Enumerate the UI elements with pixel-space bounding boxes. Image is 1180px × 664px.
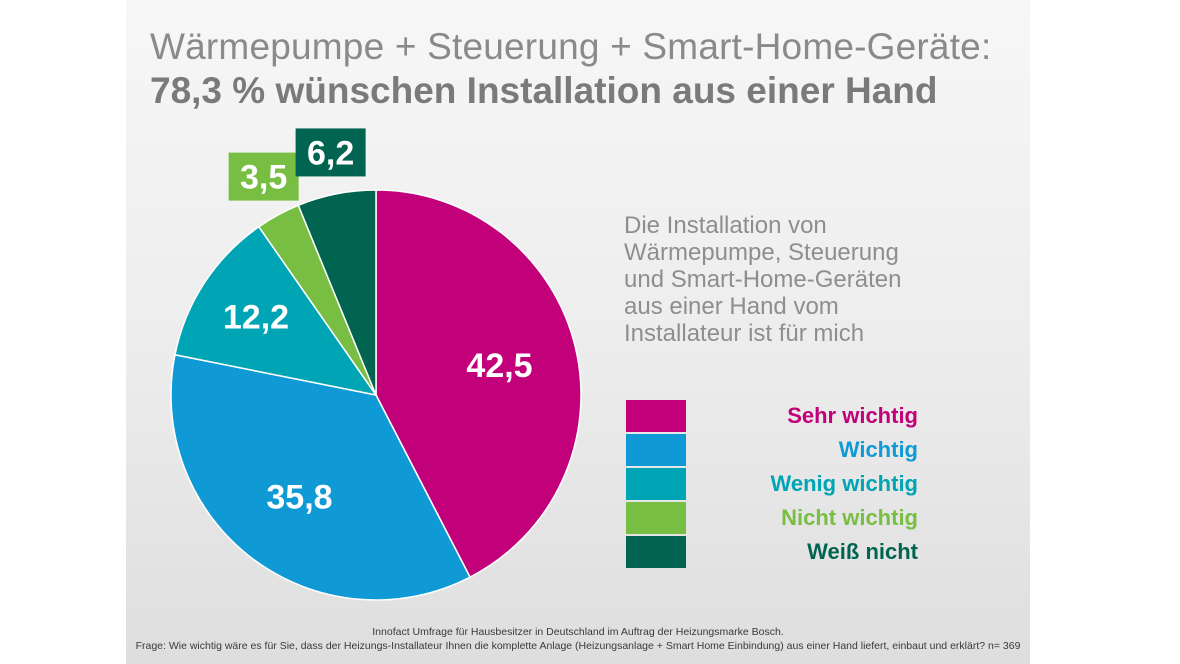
footer-question: Frage: Wie wichtig wäre es für Sie, dass… xyxy=(135,640,1021,652)
title-line-2: 78,3 % wünschen Installation aus einer H… xyxy=(150,70,938,111)
legend-swatch xyxy=(626,434,686,466)
slice-label-sehr-wichtig: 42,5 xyxy=(466,347,532,385)
legend-item-wenig-wichtig: Wenig wichtig xyxy=(626,468,918,500)
slide: Wärmepumpe + Steuerung + Smart-Home-Gerä… xyxy=(126,0,1030,664)
legend-label: Nicht wichtig xyxy=(781,505,918,530)
pie-slice-wichtig xyxy=(170,353,472,601)
legend-label: Sehr wichtig xyxy=(787,403,918,428)
legend-item-weiss-nicht: Weiß nicht xyxy=(626,536,918,568)
slice-label-nicht-wichtig: 3,5 xyxy=(240,159,287,197)
slice-label-wenig-wichtig: 12,2 xyxy=(223,298,289,336)
legend-label: Weiß nicht xyxy=(807,539,918,564)
legend-swatch xyxy=(626,536,686,568)
legend-swatch xyxy=(626,468,686,500)
legend-item-sehr-wichtig: Sehr wichtig xyxy=(626,400,918,432)
legend-item-nicht-wichtig: Nicht wichtig xyxy=(626,502,918,534)
pie-slice-weiss-nicht xyxy=(297,189,377,396)
pie-chart: 42,5 35,8 12,2 3,5 6,2 xyxy=(170,128,582,601)
title-line-1: Wärmepumpe + Steuerung + Smart-Home-Gerä… xyxy=(150,26,992,67)
chart-description: Die Installation von Wärmepumpe, Steueru… xyxy=(624,212,902,347)
slice-label-weiss-nicht: 6,2 xyxy=(307,134,354,172)
slice-callout-box xyxy=(295,128,366,177)
pie-slice-wenig-wichtig xyxy=(174,225,378,397)
legend-label: Wenig wichtig xyxy=(770,471,918,496)
footer: Innofact Umfrage für Hausbesitzer in Deu… xyxy=(126,625,1030,653)
legend-swatch xyxy=(626,502,686,534)
legend-label: Wichtig xyxy=(838,437,918,462)
slice-callout-weiss-nicht: 6,2 xyxy=(295,128,366,177)
legend-swatch xyxy=(626,400,686,432)
footer-source: Innofact Umfrage für Hausbesitzer in Deu… xyxy=(372,626,784,638)
slice-callout-box xyxy=(228,152,299,201)
slice-callout-nicht-wichtig: 3,5 xyxy=(228,152,299,201)
slice-label-wichtig: 35,8 xyxy=(266,478,332,516)
pie-slice-sehr-wichtig xyxy=(375,189,582,579)
legend-item-wichtig: Wichtig xyxy=(626,434,918,466)
